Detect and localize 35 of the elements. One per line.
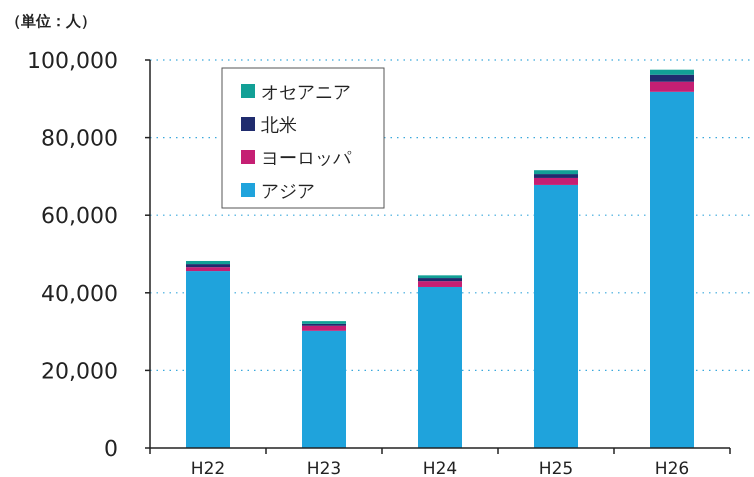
bar <box>186 267 230 272</box>
y-tick-label: 0 <box>104 437 118 462</box>
y-tick-label: 80,000 <box>41 126 118 152</box>
bar <box>186 271 230 448</box>
bar <box>302 321 346 324</box>
legend-label: アジア <box>261 181 315 202</box>
y-tick-label: 100,000 <box>27 49 118 74</box>
bar <box>418 278 462 282</box>
bar <box>186 264 230 268</box>
x-tick-label: H24 <box>422 459 458 477</box>
y-tick-label: 20,000 <box>41 359 118 384</box>
bar <box>418 275 462 278</box>
x-tick-label: H25 <box>538 459 574 477</box>
bar <box>650 82 694 92</box>
legend-label: ヨーロッパ <box>261 148 352 169</box>
x-tick-label: H26 <box>654 459 690 477</box>
bar <box>302 326 346 331</box>
x-tick-label: H22 <box>190 459 226 477</box>
bar <box>534 174 578 178</box>
x-tick-label: H23 <box>306 459 342 477</box>
legend-label: 北米 <box>261 115 297 136</box>
y-tick-label: 40,000 <box>41 282 118 307</box>
bar <box>418 286 462 448</box>
bar <box>650 70 694 75</box>
bar <box>418 281 462 287</box>
y-axis-title: （単位：人） <box>6 12 96 30</box>
bar <box>302 330 346 448</box>
legend-label: オセアニア <box>261 82 351 103</box>
bar <box>534 184 578 448</box>
bar <box>534 170 578 174</box>
y-tick-label: 60,000 <box>41 204 118 230</box>
bar <box>186 260 230 264</box>
bar <box>650 92 694 448</box>
bar <box>534 178 578 185</box>
bar <box>650 74 694 82</box>
